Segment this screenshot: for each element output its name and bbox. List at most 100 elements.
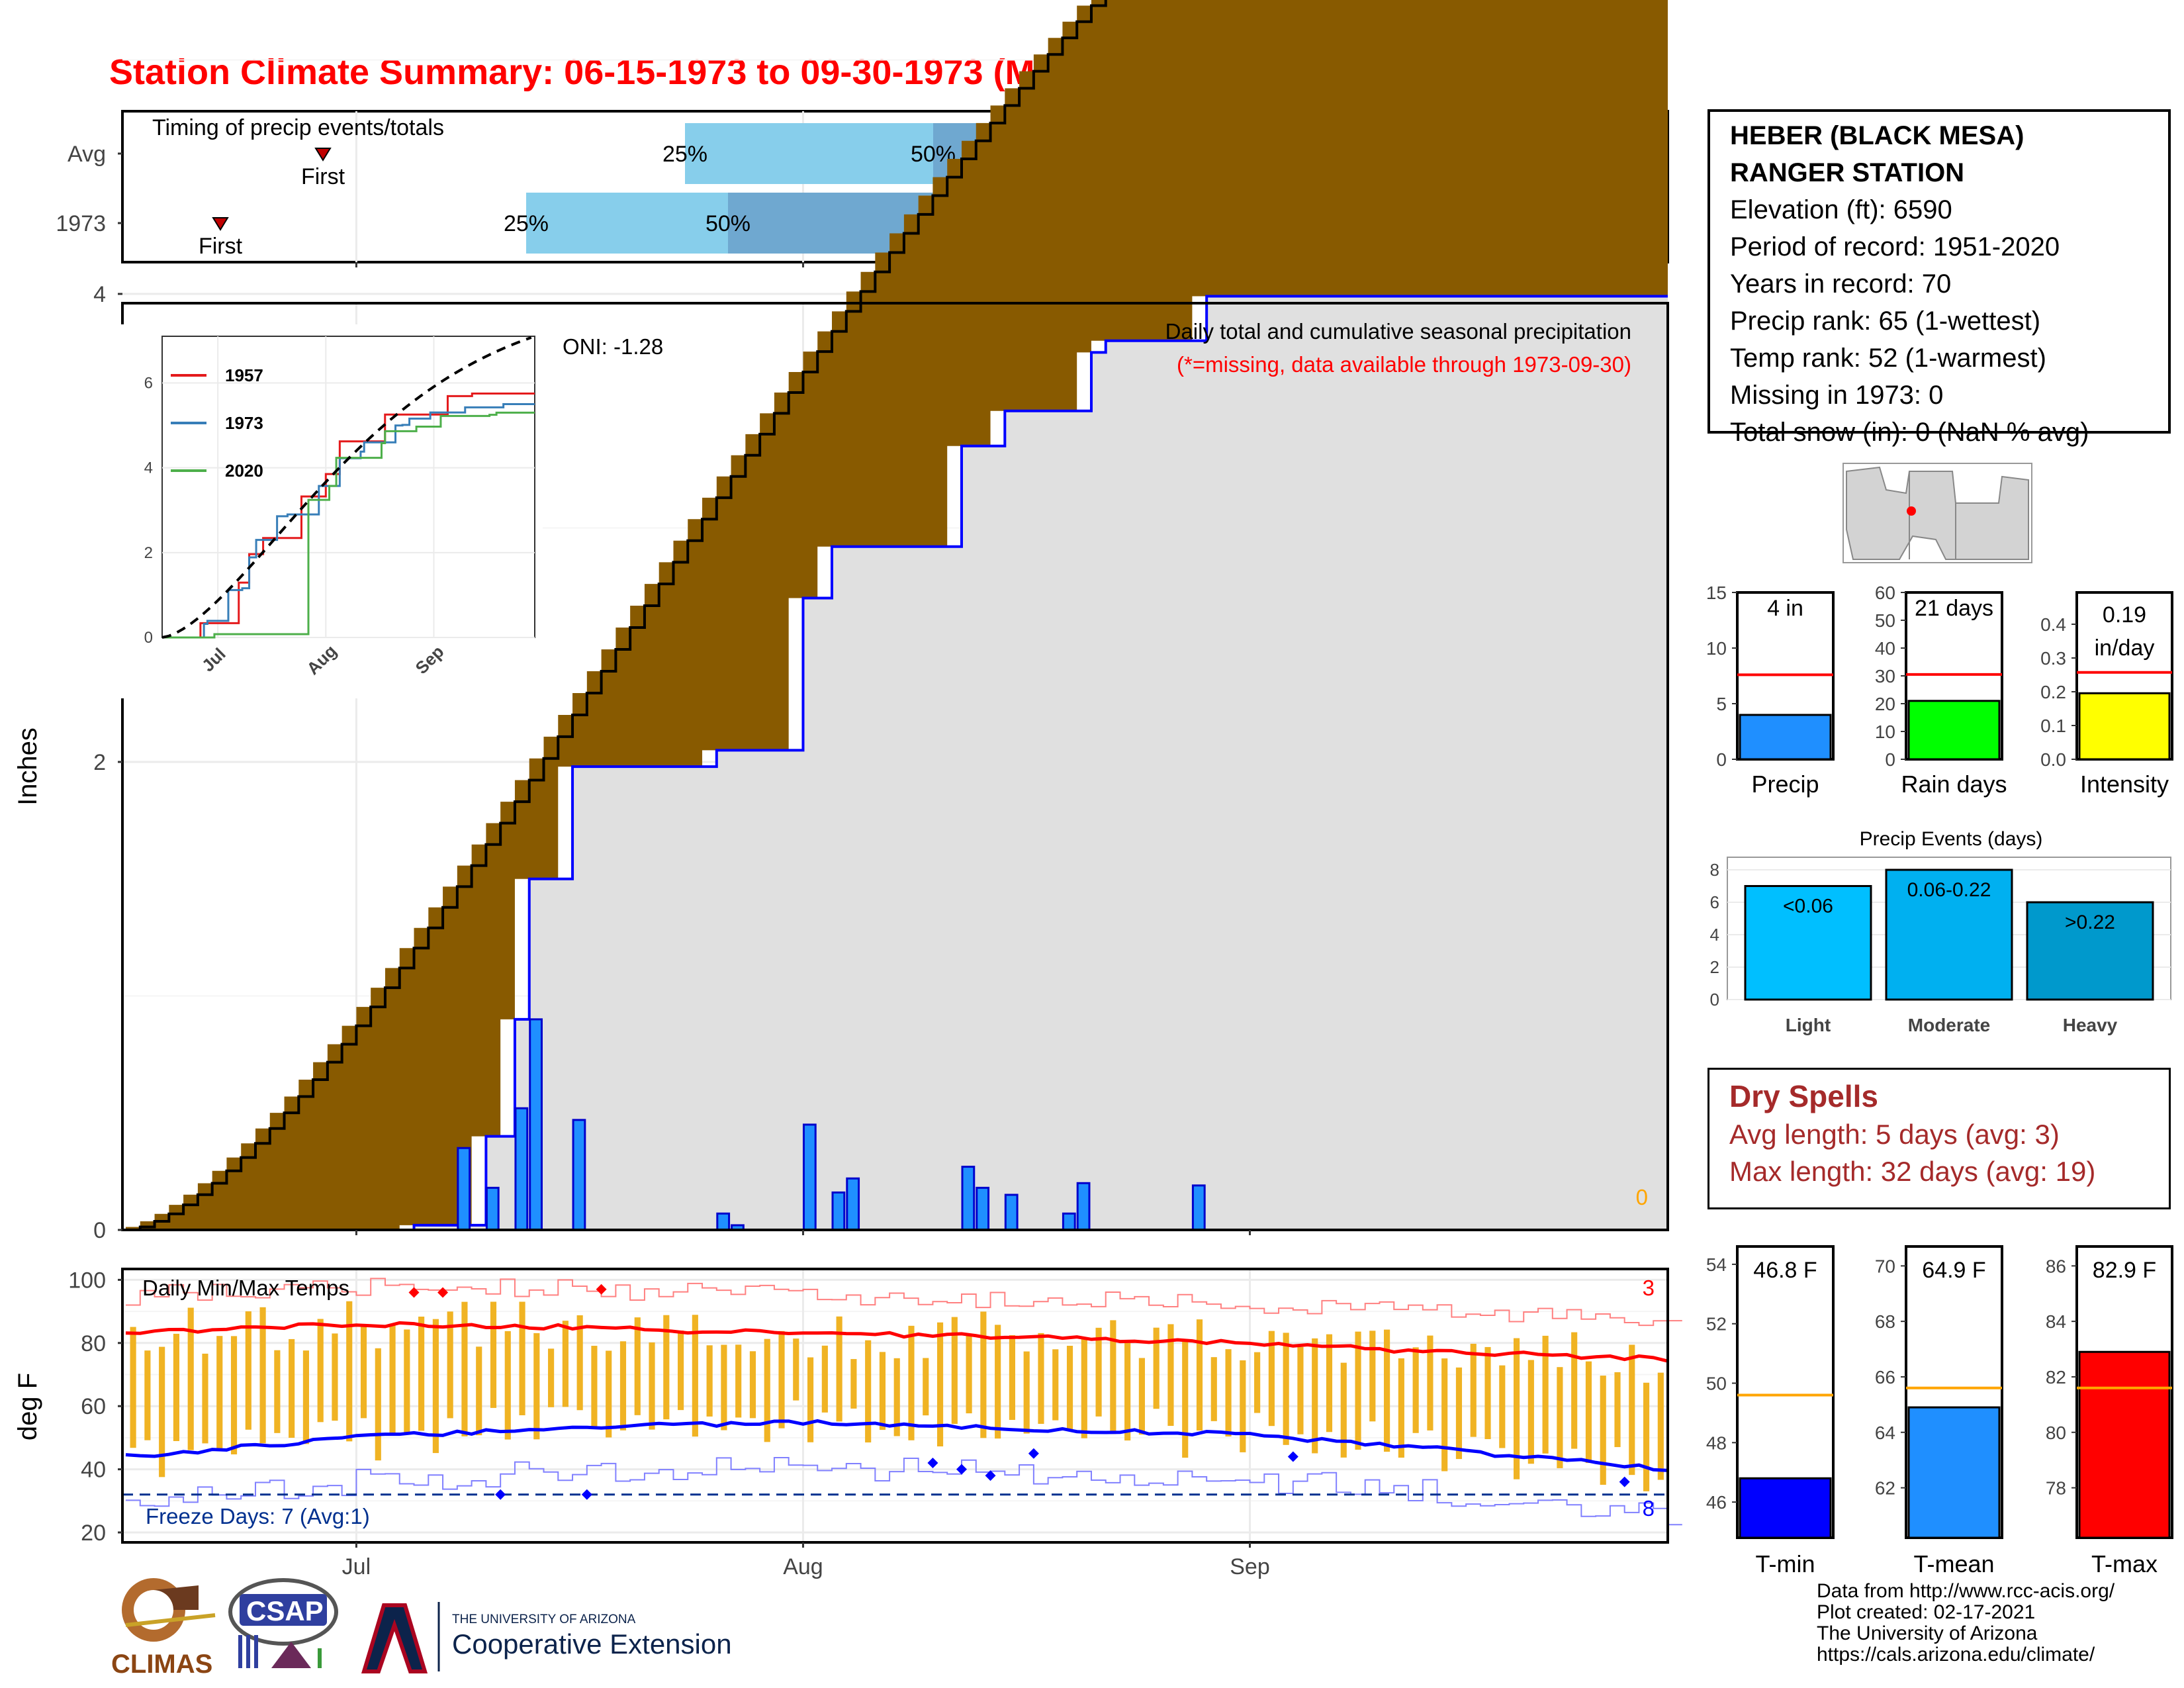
station-years: Years in record: 70	[1730, 269, 1952, 299]
daily-temp-bar	[432, 1319, 439, 1454]
y-tick-label: 60	[81, 1394, 106, 1419]
y-tick-label: 0	[1716, 749, 1727, 770]
legend-label: 1973	[225, 413, 263, 433]
missing-note: (*=missing, data available through 1973-…	[1177, 352, 1631, 377]
daily-temp-bar	[619, 1341, 627, 1430]
oni-label: ONI: -1.28	[563, 334, 663, 359]
small-bar	[1739, 714, 1832, 761]
y-tick-label: 0	[93, 1218, 106, 1243]
y-tick-label: 2	[1710, 957, 1719, 977]
daily-precip-bar	[976, 1186, 990, 1231]
daily-temp-bar	[1081, 1338, 1087, 1438]
daily-temp-bar	[721, 1344, 727, 1430]
pct-label: 50%	[705, 211, 751, 236]
daily-temp-bar	[461, 1301, 468, 1436]
daily-temp-bar	[764, 1338, 770, 1442]
daily-temp-bar	[519, 1301, 525, 1415]
daily-temp-bar	[936, 1322, 944, 1447]
average-cumulative-line	[126, 0, 1107, 1231]
timing-bar-q1	[685, 123, 933, 184]
y-tick-label: 4	[93, 282, 106, 307]
daily-temp-bar	[735, 1344, 742, 1418]
record-low-marker	[1619, 1476, 1630, 1487]
y-tick-label: 40	[81, 1458, 106, 1483]
daily-temp-bar	[1499, 1365, 1506, 1448]
climas-logo: CLIMAS	[111, 1578, 216, 1679]
small-bar-panels: 0 5 10 15 4 in Precip 0 10 20 30 40 50 60 21 days Rain…	[1706, 583, 2173, 798]
y-tick-label: 15	[1706, 583, 1727, 603]
temps-label: Daily Min/Max Temps	[142, 1276, 349, 1300]
daily-temp-bar	[476, 1346, 482, 1436]
inset-y-tick: 2	[144, 544, 153, 562]
daily-temp-bar	[1124, 1342, 1131, 1441]
temp-panel-label: T-mean	[1913, 1550, 1994, 1577]
event-marker	[212, 217, 229, 231]
daily-temp-bar	[1340, 1362, 1347, 1458]
temp-bar	[2078, 1350, 2171, 1539]
daily-temp-bar	[1283, 1333, 1289, 1445]
event-bar	[1744, 885, 1872, 1001]
daily-temp-bar	[692, 1315, 698, 1437]
daily-temp-bar	[418, 1316, 425, 1431]
daily-precip-bar	[846, 1177, 860, 1231]
daily-precip-bar	[485, 1186, 500, 1231]
daily-temp-bar	[504, 1331, 511, 1440]
temp-value-label: 46.8 F	[1753, 1258, 1817, 1283]
daily-temp-bar	[836, 1316, 842, 1422]
daily-temp-bar	[289, 1338, 295, 1438]
y-tick-label: 64	[1875, 1423, 1895, 1443]
y-tick-label: 78	[2046, 1478, 2066, 1499]
csap-logo-text: CSAP	[246, 1595, 324, 1626]
temp-bar-panels: 46 48 50 52 54 46.8 F T-min 62 64 66 68 70 64.9 F T-m…	[1706, 1245, 2173, 1577]
below-average-area	[126, 0, 1668, 1230]
y-tick-label: 80	[2046, 1423, 2066, 1443]
event-bar-label: 0.06-0.22	[1907, 879, 1991, 901]
daily-temp-bar	[1095, 1327, 1102, 1417]
small-value-label: 4 in	[1767, 596, 1803, 621]
station-period: Period of record: 1951-2020	[1730, 232, 2060, 261]
daily-temp-bar	[173, 1333, 180, 1441]
daily-temp-bar	[1009, 1335, 1015, 1421]
daily-temp-bar	[548, 1348, 555, 1407]
event-bar	[2026, 901, 2154, 1001]
daily-temp-bar	[1038, 1333, 1044, 1424]
y-tick-label: 30	[1875, 666, 1895, 686]
daily-temp-bar	[1254, 1352, 1261, 1413]
y-tick-label: 54	[1706, 1254, 1727, 1275]
daily-temp-bar	[317, 1319, 324, 1423]
event-category-label: Light	[1786, 1015, 1831, 1035]
daily-temp-bar	[1600, 1376, 1606, 1485]
daily-temp-bar	[1110, 1320, 1116, 1434]
y-tick-label: 0	[1710, 990, 1719, 1009]
y-tick-label: 70	[1875, 1256, 1895, 1276]
y-tick-label: 20	[1875, 694, 1895, 714]
y-tick-label: 52	[1706, 1314, 1727, 1335]
daily-temp-bar	[1052, 1349, 1059, 1421]
daily-precip-bar	[716, 1212, 731, 1231]
daily-temp-bar	[591, 1346, 598, 1429]
station-name-line1: HEBER (BLACK MESA)	[1730, 121, 2025, 150]
csap-logo: CSAP	[228, 1578, 338, 1668]
daily-temp-bar	[245, 1311, 251, 1430]
temp-panel-label: T-max	[2091, 1550, 2158, 1577]
record-max-line	[126, 1278, 1682, 1327]
inset-y-tick: 4	[144, 459, 153, 477]
avg-max-temp-line	[125, 1321, 1668, 1363]
inset-series-line	[162, 393, 535, 639]
daily-temp-bar	[202, 1353, 208, 1444]
daily-temp-bar	[923, 1358, 929, 1416]
credit-line: Plot created: 02-17-2021	[1817, 1601, 2036, 1623]
ua-big-text: Cooperative Extension	[452, 1628, 732, 1660]
daily-temp-bar	[1455, 1367, 1463, 1460]
station-temp-rank: Temp rank: 52 (1-warmest)	[1730, 344, 2046, 373]
y-tick-label: 50	[1706, 1374, 1727, 1394]
small-bar	[2078, 692, 2171, 761]
missing-count: 0	[1636, 1185, 1648, 1209]
y-tick-label: 60	[1875, 583, 1895, 603]
small-value-label: 0.19	[2103, 602, 2146, 628]
daily-temp-bar	[1153, 1327, 1160, 1409]
y-tick-label: 40	[1875, 638, 1895, 659]
record-max-count: 3	[1643, 1276, 1655, 1300]
small-bar	[1907, 700, 2001, 761]
